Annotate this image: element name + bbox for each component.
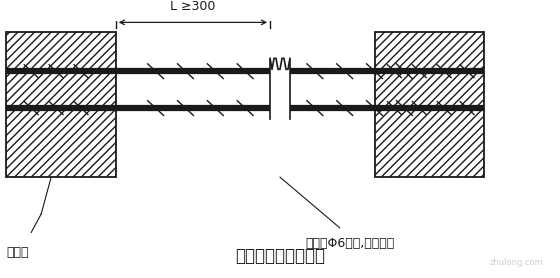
Bar — [6, 32, 116, 177]
Text: 拉结筋与结构柱作法: 拉结筋与结构柱作法 — [235, 247, 325, 265]
Bar — [375, 32, 484, 177]
Text: 墙内置Φ6钢筋,贯通全长: 墙内置Φ6钢筋,贯通全长 — [305, 237, 394, 250]
Text: zhulong.com: zhulong.com — [490, 258, 544, 267]
Text: 结构柱: 结构柱 — [6, 246, 29, 259]
Text: L ≥300: L ≥300 — [170, 0, 216, 13]
